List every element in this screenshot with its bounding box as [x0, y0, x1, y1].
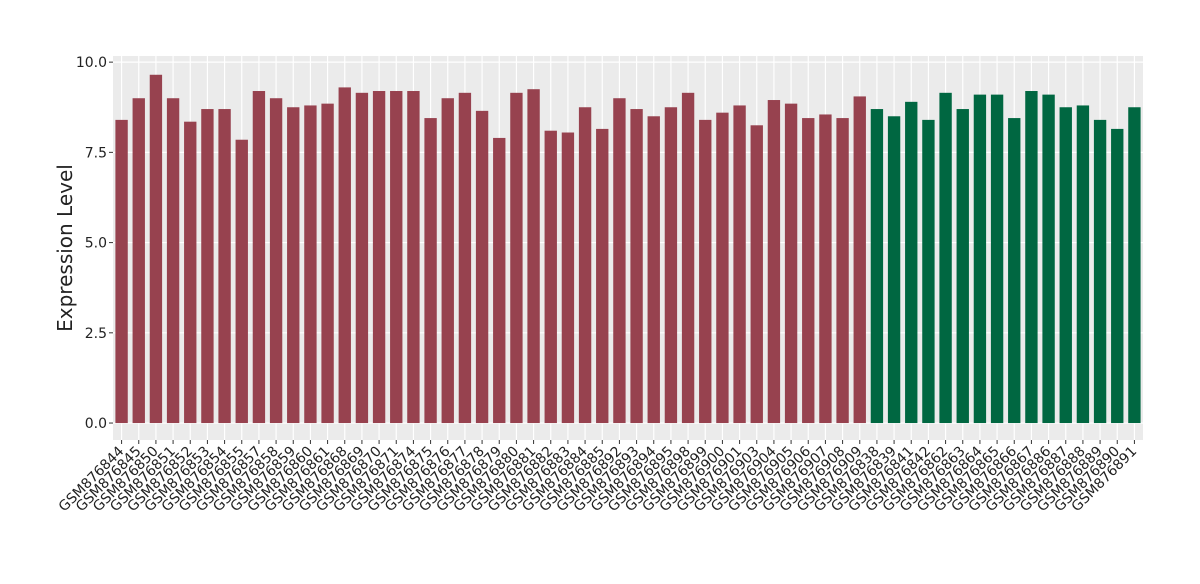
bar [973, 94, 987, 424]
bar [681, 92, 695, 424]
bar [218, 109, 231, 424]
y-tick-label: 2.5 [85, 326, 107, 342]
bar [699, 119, 712, 424]
bar [527, 89, 540, 424]
bar [939, 92, 952, 424]
bar [1008, 118, 1021, 424]
bar [338, 87, 351, 424]
bar [1042, 94, 1055, 424]
bar [836, 118, 849, 424]
bar [905, 101, 918, 424]
bar [510, 92, 523, 424]
bar [201, 109, 214, 424]
bar [372, 91, 386, 424]
bar [287, 107, 300, 424]
y-tick-label: 5.0 [85, 236, 107, 252]
bar [184, 121, 197, 424]
bar [613, 98, 626, 424]
bar [544, 130, 557, 424]
bar [767, 100, 781, 424]
bar [321, 103, 334, 424]
bar [235, 139, 248, 424]
bar [802, 118, 815, 424]
bar [1059, 107, 1072, 424]
bar [578, 107, 592, 424]
bar [166, 98, 180, 424]
bar [647, 116, 660, 424]
bar [887, 116, 901, 424]
bar [390, 91, 403, 424]
bar [458, 92, 472, 424]
bar [304, 105, 317, 424]
bar [269, 98, 283, 424]
bar [115, 119, 128, 424]
bar [441, 98, 454, 424]
bar [1076, 105, 1090, 424]
bar [132, 98, 145, 424]
bar [716, 112, 729, 424]
bar [630, 109, 643, 424]
bar [750, 125, 763, 424]
plot-background [113, 56, 1143, 440]
y-tick-label: 7.5 [85, 145, 107, 161]
bar [664, 107, 678, 424]
y-axis-label: Expression Level [53, 164, 77, 332]
bar [922, 119, 935, 424]
bar [1111, 128, 1124, 424]
bar [1128, 107, 1141, 424]
bar [424, 118, 437, 424]
bar [853, 96, 866, 424]
bar [870, 109, 884, 424]
bar [252, 91, 266, 424]
bar [493, 137, 506, 424]
bar [561, 132, 575, 424]
bar [596, 128, 609, 424]
bar [407, 91, 420, 424]
bar [1093, 119, 1107, 424]
bar [784, 103, 798, 424]
y-tick-label: 0.0 [85, 416, 107, 432]
bar [990, 94, 1004, 424]
bar [956, 109, 969, 424]
bar [1025, 91, 1038, 424]
bar [149, 74, 163, 424]
bar [475, 110, 489, 424]
bar [733, 105, 746, 424]
bar [355, 92, 369, 424]
y-tick-label: 10.0 [76, 55, 107, 71]
bar [819, 114, 832, 424]
